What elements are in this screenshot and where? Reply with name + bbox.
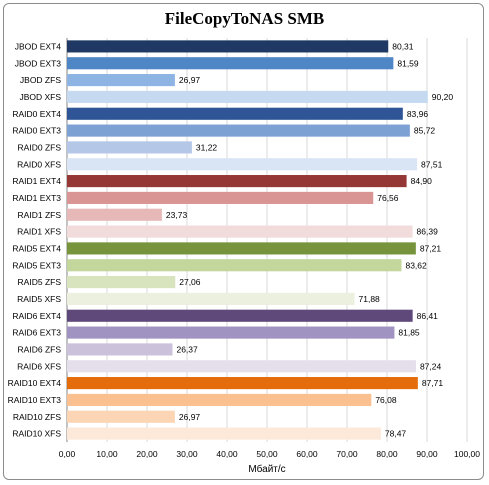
value-label: 87,51 — [421, 159, 443, 169]
x-tick-label: 50,00 — [256, 449, 278, 459]
category-label: RAID0 XFS — [17, 159, 61, 169]
x-tick-label: 70,00 — [336, 449, 358, 459]
value-label: 23,73 — [166, 210, 188, 220]
category-label: RAID0 ZFS — [18, 142, 62, 152]
category-labels: JBOD EXT4 JBOD EXT3 JBOD ZFS JBOD XFS RAID0 … — [8, 41, 62, 438]
bar — [67, 276, 176, 289]
category-label: RAID6 XFS — [17, 361, 61, 371]
value-label: 26,97 — [179, 412, 201, 422]
value-label: 76,08 — [375, 395, 397, 405]
bar — [67, 40, 389, 53]
bar — [67, 90, 428, 103]
value-label: 26,37 — [176, 344, 198, 354]
category-label: JBOD ZFS — [20, 75, 61, 85]
bar — [67, 309, 413, 322]
value-label: 27,06 — [179, 277, 201, 287]
bar — [67, 410, 175, 423]
value-label: 78,47 — [385, 429, 407, 439]
category-label: RAID0 EXT3 — [12, 126, 61, 136]
gridlines — [66, 38, 468, 442]
category-label: RAID10 EXT3 — [8, 395, 62, 405]
x-tick-label: 40,00 — [216, 449, 238, 459]
value-label: 81,59 — [397, 58, 419, 68]
value-label: 26,97 — [179, 75, 201, 85]
x-tick-label: 100,00 — [454, 449, 480, 459]
value-label: 83,96 — [407, 109, 429, 119]
x-axis-title: Мбайт/с — [248, 463, 285, 475]
x-tick-label: 80,00 — [376, 449, 398, 459]
value-label: 87,71 — [422, 378, 444, 388]
bar — [67, 107, 403, 120]
bar — [67, 57, 394, 70]
category-label: RAID1 EXT4 — [12, 176, 61, 186]
category-label: RAID6 EXT3 — [12, 328, 61, 338]
bar — [67, 141, 192, 154]
value-label: 31,22 — [196, 142, 218, 152]
bar — [67, 124, 410, 137]
bar — [67, 208, 162, 221]
category-label: JBOD EXT3 — [15, 58, 62, 68]
category-label: JBOD XFS — [19, 92, 61, 102]
bar — [67, 343, 173, 356]
x-tick-label: 90,00 — [416, 449, 438, 459]
category-label: RAID5 EXT3 — [12, 260, 61, 270]
x-tick-labels: 0,00 10,00 20,00 30,00 40,00 50,00 60,00 70,00 8… — [59, 449, 481, 459]
bar — [67, 393, 372, 406]
value-label: 87,21 — [420, 243, 442, 253]
value-label: 86,39 — [417, 227, 439, 237]
bar — [67, 191, 374, 204]
bar — [67, 360, 416, 373]
value-label: 80,31 — [392, 41, 414, 51]
x-tick-label: 0,00 — [59, 449, 76, 459]
bars — [67, 40, 428, 440]
bar — [67, 259, 402, 272]
value-label: 86,41 — [417, 311, 439, 321]
bar — [67, 326, 395, 339]
category-label: RAID1 XFS — [17, 227, 61, 237]
category-label: RAID5 EXT4 — [12, 243, 61, 253]
bar — [67, 427, 381, 440]
category-label: RAID10 ZFS — [13, 412, 62, 422]
bar — [67, 292, 355, 305]
bar — [67, 74, 175, 87]
category-label: RAID10 XFS — [12, 429, 61, 439]
value-label: 90,20 — [432, 92, 454, 102]
category-label: RAID6 EXT4 — [12, 311, 61, 321]
x-tick-label: 20,00 — [136, 449, 158, 459]
bar — [67, 242, 416, 255]
value-label: 87,24 — [420, 361, 442, 371]
value-label: 83,62 — [405, 260, 427, 270]
value-label: 85,72 — [414, 126, 436, 136]
value-label: 81,85 — [398, 328, 420, 338]
category-label: RAID5 XFS — [17, 294, 61, 304]
value-label: 71,88 — [359, 294, 381, 304]
category-label: JBOD EXT4 — [15, 41, 62, 51]
chart-title: FileCopyToNAS SMB — [164, 9, 325, 28]
value-label: 84,90 — [411, 176, 433, 186]
bar — [67, 377, 418, 390]
bar — [67, 158, 418, 171]
x-tick-label: 30,00 — [176, 449, 198, 459]
category-label: RAID10 EXT4 — [8, 378, 62, 388]
x-tick-label: 10,00 — [96, 449, 118, 459]
bar — [67, 175, 407, 188]
value-label: 76,56 — [377, 193, 399, 203]
category-label: RAID0 EXT4 — [12, 109, 61, 119]
x-tick-label: 60,00 — [296, 449, 318, 459]
category-label: RAID1 EXT3 — [12, 193, 61, 203]
category-label: RAID5 ZFS — [18, 277, 62, 287]
bar — [67, 225, 413, 238]
category-label: RAID6 ZFS — [18, 344, 62, 354]
category-label: RAID1 ZFS — [18, 210, 62, 220]
